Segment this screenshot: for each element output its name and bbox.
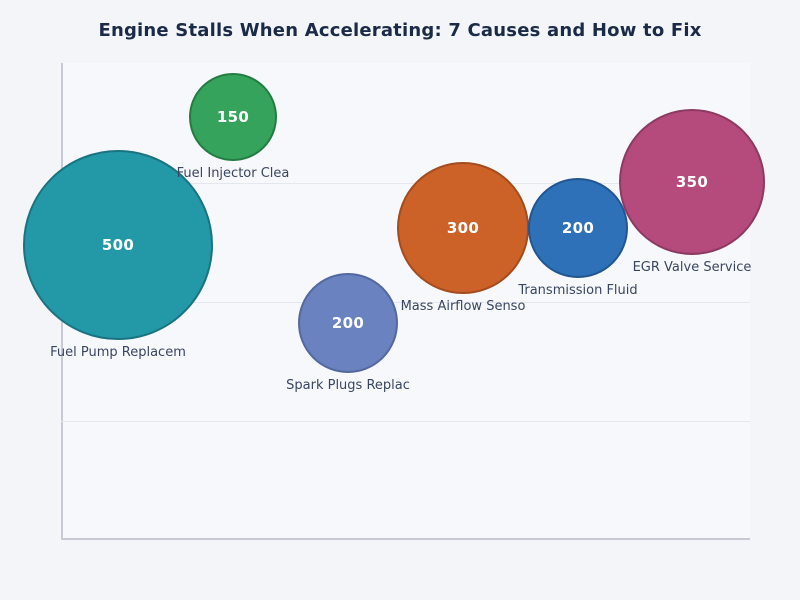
bubble-value: 150 (216, 108, 250, 126)
chart-bubble[interactable]: 150 (189, 73, 277, 161)
chart-bubble[interactable]: 350 (619, 109, 765, 255)
chart-bubble[interactable]: 200 (298, 273, 398, 373)
chart-title: Engine Stalls When Accelerating: 7 Cause… (98, 20, 702, 41)
bubble-label: Fuel Injector Clea (176, 166, 290, 181)
bubble-label: Spark Plugs Replac (286, 378, 410, 393)
bubble-label: Fuel Pump Replacem (50, 345, 186, 360)
bubble-label: Mass Airflow Senso (400, 299, 526, 314)
gridline (61, 302, 750, 303)
bubble-value: 300 (446, 219, 480, 237)
chart-bubble[interactable]: 500 (23, 150, 213, 340)
x-axis-line (61, 538, 750, 540)
gridline (61, 421, 750, 422)
bubble-label: Transmission Fluid (518, 283, 638, 298)
bubble-label: EGR Valve Service (632, 260, 752, 275)
chart-bubble[interactable]: 200 (528, 178, 628, 278)
bubble-value: 200 (331, 314, 365, 332)
gridline (61, 183, 750, 184)
bubble-value: 500 (101, 236, 135, 254)
bubble-value: 200 (561, 219, 595, 237)
bubble-value: 350 (675, 173, 709, 191)
chart-bubble[interactable]: 300 (397, 162, 529, 294)
